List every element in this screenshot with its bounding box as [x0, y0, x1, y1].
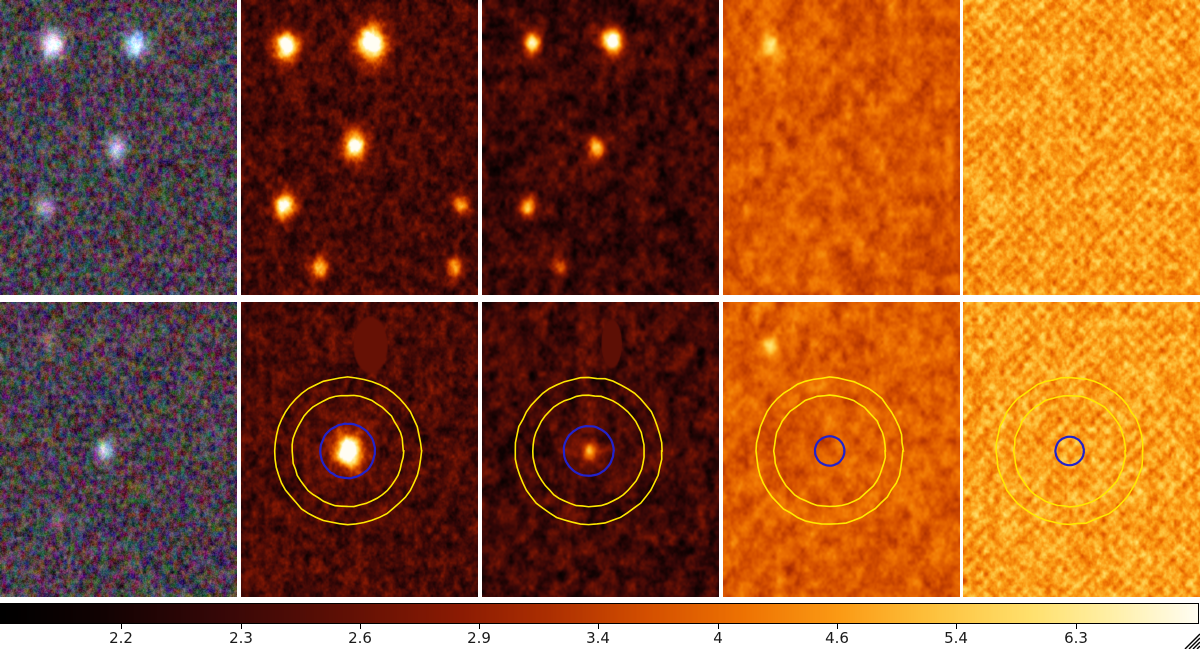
colorbar-tick-mark	[241, 624, 242, 629]
colorbar-region: 2.2 2.3 2.6 2.9 3.4 4 4.6 5.4 6.3	[0, 603, 1200, 649]
colorbar-tick-axis: 2.2 2.3 2.6 2.9 3.4 4 4.6 5.4 6.3	[0, 624, 1200, 649]
colorbar-tick-mark	[360, 624, 361, 629]
cutout-image-rgb-composite-top	[0, 0, 237, 295]
colorbar-tick-mark	[479, 624, 480, 629]
colorbar-tick-label: 4	[713, 629, 723, 647]
cutout-panel-band5-top[interactable]	[963, 0, 1200, 295]
colorbar-tick-label: 6.3	[1064, 629, 1088, 647]
colorbar-tick-label: 3.4	[586, 629, 610, 647]
cutout-image-band4-top	[723, 0, 960, 295]
colorbar-tick-label: 2.6	[348, 629, 372, 647]
cutout-image-band5-bottom	[963, 302, 1200, 597]
cutout-image-band2-bottom	[241, 302, 478, 597]
colorbar-tick-mark	[1076, 624, 1077, 629]
colorbar-tick-mark	[718, 624, 719, 629]
colorbar-tick-label: 2.3	[229, 629, 253, 647]
cutout-image-band3-bottom	[482, 302, 719, 597]
colorbar-tick-label: 2.9	[467, 629, 491, 647]
cutout-image-band5-top	[963, 0, 1200, 295]
colorbar-tick-mark	[121, 624, 122, 629]
cutout-panel-rgb-composite-top[interactable]	[0, 0, 237, 295]
colorbar-tick-label: 2.2	[109, 629, 133, 647]
colorbar-tick-mark	[837, 624, 838, 629]
cutout-image-band4-bottom	[723, 302, 960, 597]
cutout-image-band2-top	[241, 0, 478, 295]
intensity-colorbar[interactable]	[0, 603, 1199, 624]
cutout-panel-band2-bottom[interactable]	[241, 302, 478, 597]
cutout-image-rgb-composite-bottom	[0, 302, 237, 597]
cutout-panel-band3-top[interactable]	[482, 0, 719, 295]
colorbar-tick-mark	[598, 624, 599, 629]
colorbar-tick-mark	[956, 624, 957, 629]
cutout-panel-band4-top[interactable]	[723, 0, 960, 295]
cutout-panel-band4-bottom[interactable]	[723, 302, 960, 597]
cutout-panel-band5-bottom[interactable]	[963, 302, 1200, 597]
cutout-panel-rgb-composite-bottom[interactable]	[0, 302, 237, 597]
panel-grid	[0, 0, 1200, 597]
cutout-panel-band3-bottom[interactable]	[482, 302, 719, 597]
cutout-panel-band2-top[interactable]	[241, 0, 478, 295]
cutout-image-band3-top	[482, 0, 719, 295]
colorbar-tick-label: 5.4	[944, 629, 968, 647]
resize-hatch-marker	[1184, 633, 1200, 649]
colorbar-tick-label: 4.6	[825, 629, 849, 647]
